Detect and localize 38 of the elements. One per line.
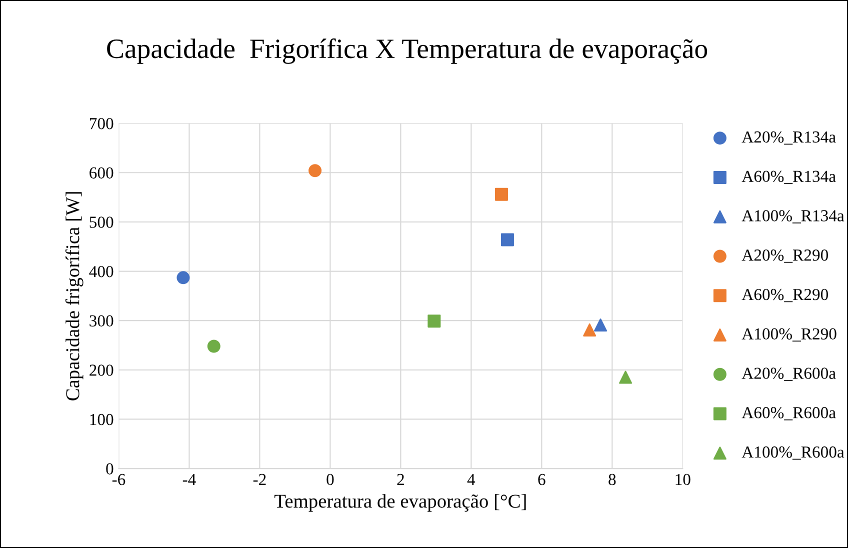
x-tick-label: 2 <box>397 474 404 485</box>
point <box>500 233 514 246</box>
y-tick-label: 600 <box>90 167 114 179</box>
y-tick-label: 300 <box>90 315 114 327</box>
y-tick-label: 500 <box>90 216 114 228</box>
x-axis-title: Temperatura de evaporação [°C] <box>274 494 526 512</box>
x-tick-label: 8 <box>608 474 616 486</box>
point <box>619 370 632 384</box>
y-tick-label: 400 <box>89 266 114 278</box>
y-tick-label: 100 <box>90 414 114 426</box>
x-tick-label: 4 <box>467 474 476 485</box>
y-axis-title: Capacidade frigorífica [W] <box>65 192 84 400</box>
x-tick-label: -2 <box>253 474 266 485</box>
y-tick-label: 700 <box>90 118 114 130</box>
point <box>308 164 322 178</box>
legend-label: A60%_R134a <box>742 170 836 184</box>
y-tick-label: 200 <box>90 364 114 376</box>
point <box>176 271 190 284</box>
y-tick-label: 0 <box>106 463 114 474</box>
legend-label: A100%_R134a <box>742 210 844 224</box>
point <box>594 318 608 332</box>
legend-label: A20%_R600a <box>742 368 836 381</box>
legend-label: A20%_R134a <box>742 131 836 145</box>
point <box>583 323 596 336</box>
chart-title: Capacidade Frigorífica X Temperatura de evaporação <box>107 38 708 64</box>
point <box>428 314 441 328</box>
x-tick-label: 10 <box>676 474 690 486</box>
legend-label: A100%_R290 <box>742 328 836 342</box>
x-tick-label: -4 <box>182 474 196 485</box>
legend-label: A100%_R600a <box>742 446 844 460</box>
point <box>494 188 508 201</box>
x-tick-label: 6 <box>538 474 546 486</box>
point <box>207 340 220 353</box>
legend-label: A60%_R600a <box>742 407 836 420</box>
legend-label: A20%_R290 <box>742 250 828 263</box>
x-tick-label: 0 <box>326 474 334 486</box>
x-tick-label: -6 <box>112 474 126 486</box>
legend-label: A60%_R290 <box>742 288 828 302</box>
